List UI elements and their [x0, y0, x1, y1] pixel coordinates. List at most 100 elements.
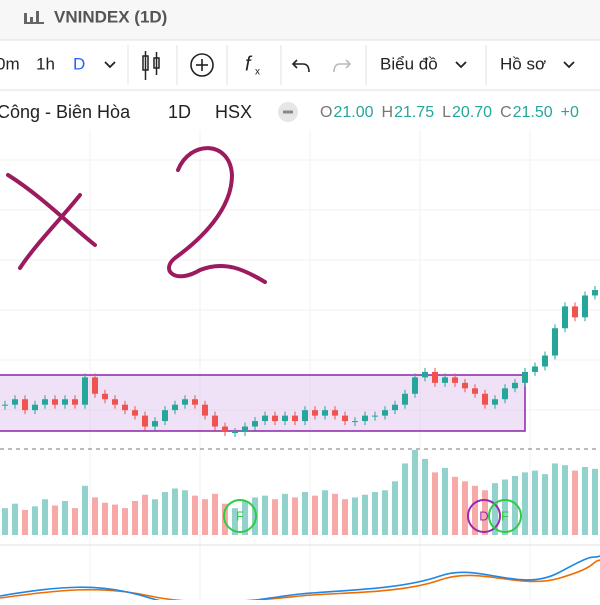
candle	[322, 410, 328, 416]
grid	[0, 130, 600, 600]
candle	[62, 399, 68, 405]
candle	[302, 410, 308, 422]
candle	[282, 415, 288, 422]
ohlc-value: 21.00	[333, 104, 373, 121]
volume-bar	[282, 493, 288, 535]
ohlc-value: 21.75	[394, 104, 434, 121]
candle	[392, 404, 398, 411]
volume-bar	[372, 492, 378, 535]
volume-bar	[492, 483, 498, 535]
symbol-name: Công - Biên Hòa	[0, 102, 131, 122]
candle	[52, 399, 58, 405]
candle	[222, 426, 228, 432]
volume-bar	[542, 474, 548, 535]
candle	[42, 399, 48, 405]
candle	[292, 415, 298, 422]
volume-bar	[412, 450, 418, 535]
volume-bar	[582, 467, 588, 535]
candle	[172, 404, 178, 411]
volume-bar	[502, 479, 508, 535]
volume-bar	[532, 470, 538, 535]
logo	[24, 11, 44, 24]
volume-bar	[312, 495, 318, 535]
volume-bar	[432, 472, 438, 535]
volume-bar	[112, 504, 118, 535]
redo-button[interactable]	[333, 59, 352, 73]
candle	[352, 421, 358, 423]
candle	[562, 306, 568, 329]
function-button-sub: x	[255, 67, 260, 78]
ohlc-value: 21.50	[513, 104, 553, 121]
candle	[192, 399, 198, 405]
candle	[442, 377, 448, 383]
candle	[22, 399, 28, 411]
volume-bar	[272, 499, 278, 535]
undo-button[interactable]	[291, 59, 310, 73]
chart-type-button[interactable]	[142, 51, 160, 80]
candle	[402, 393, 408, 405]
ohlc-legend: O 21.00 H 21.75 L 20.70 C 21.50 +0	[320, 104, 579, 121]
candle	[482, 393, 488, 405]
candle	[552, 328, 558, 356]
candle	[492, 399, 498, 405]
volume-bar	[482, 490, 488, 535]
volume-bar	[592, 468, 598, 535]
candle	[452, 377, 458, 383]
event-marker[interactable]: F	[236, 508, 244, 523]
interval-button[interactable]: D	[73, 54, 85, 73]
candle	[412, 377, 418, 394]
candle	[92, 377, 98, 394]
event-marker[interactable]: D	[479, 508, 488, 523]
volume-bar	[162, 492, 168, 535]
volume-bar	[32, 506, 38, 535]
volume-bar	[522, 472, 528, 535]
rectangle-drawing	[0, 374, 526, 432]
volume-bar	[82, 485, 88, 535]
ohlc-change: +0	[561, 104, 579, 121]
window-title: VNINDEX (1D)	[54, 7, 167, 26]
candle	[422, 371, 428, 378]
volume-bar	[322, 490, 328, 535]
candle	[152, 421, 158, 427]
interval-button[interactable]: 0m	[0, 54, 20, 73]
candle	[32, 404, 38, 411]
candle	[502, 388, 508, 400]
interval-button[interactable]: 1h	[36, 54, 55, 73]
volume-bar	[52, 505, 58, 535]
volume-bar	[352, 497, 358, 535]
candle	[332, 410, 338, 416]
volume-bar	[362, 494, 368, 535]
candle	[462, 382, 468, 389]
function-button[interactable]: f	[245, 53, 253, 75]
ohlc-key: H	[382, 104, 394, 121]
event-marker[interactable]: F	[501, 508, 509, 523]
volume-bar	[182, 490, 188, 535]
profile-menu[interactable]: Hồ sơ	[500, 54, 546, 73]
volume-bar	[342, 499, 348, 535]
candle	[122, 404, 128, 411]
candle	[342, 415, 348, 422]
volume-bar	[552, 463, 558, 535]
volume-bar	[202, 499, 208, 535]
volume-bar	[132, 501, 138, 535]
volume-bar	[442, 467, 448, 535]
candle	[182, 399, 188, 405]
volume-bar	[302, 492, 308, 535]
candle	[202, 404, 208, 416]
candle	[572, 306, 578, 318]
candle	[272, 415, 278, 422]
ohlc-value: 20.70	[452, 104, 492, 121]
volume-bar	[12, 503, 18, 535]
interval-dropdown[interactable]	[104, 61, 116, 69]
candle	[102, 393, 108, 400]
candle	[542, 355, 548, 367]
volume-bar	[2, 508, 8, 535]
volume-bar	[422, 458, 428, 535]
candle	[12, 399, 18, 405]
handwriting	[6, 146, 267, 284]
volume-bar	[142, 494, 148, 535]
volume-bar	[22, 509, 28, 535]
chart-menu[interactable]: Biểu đồ	[380, 54, 438, 73]
candle	[382, 410, 388, 416]
indicator-add-button[interactable]	[190, 53, 214, 77]
